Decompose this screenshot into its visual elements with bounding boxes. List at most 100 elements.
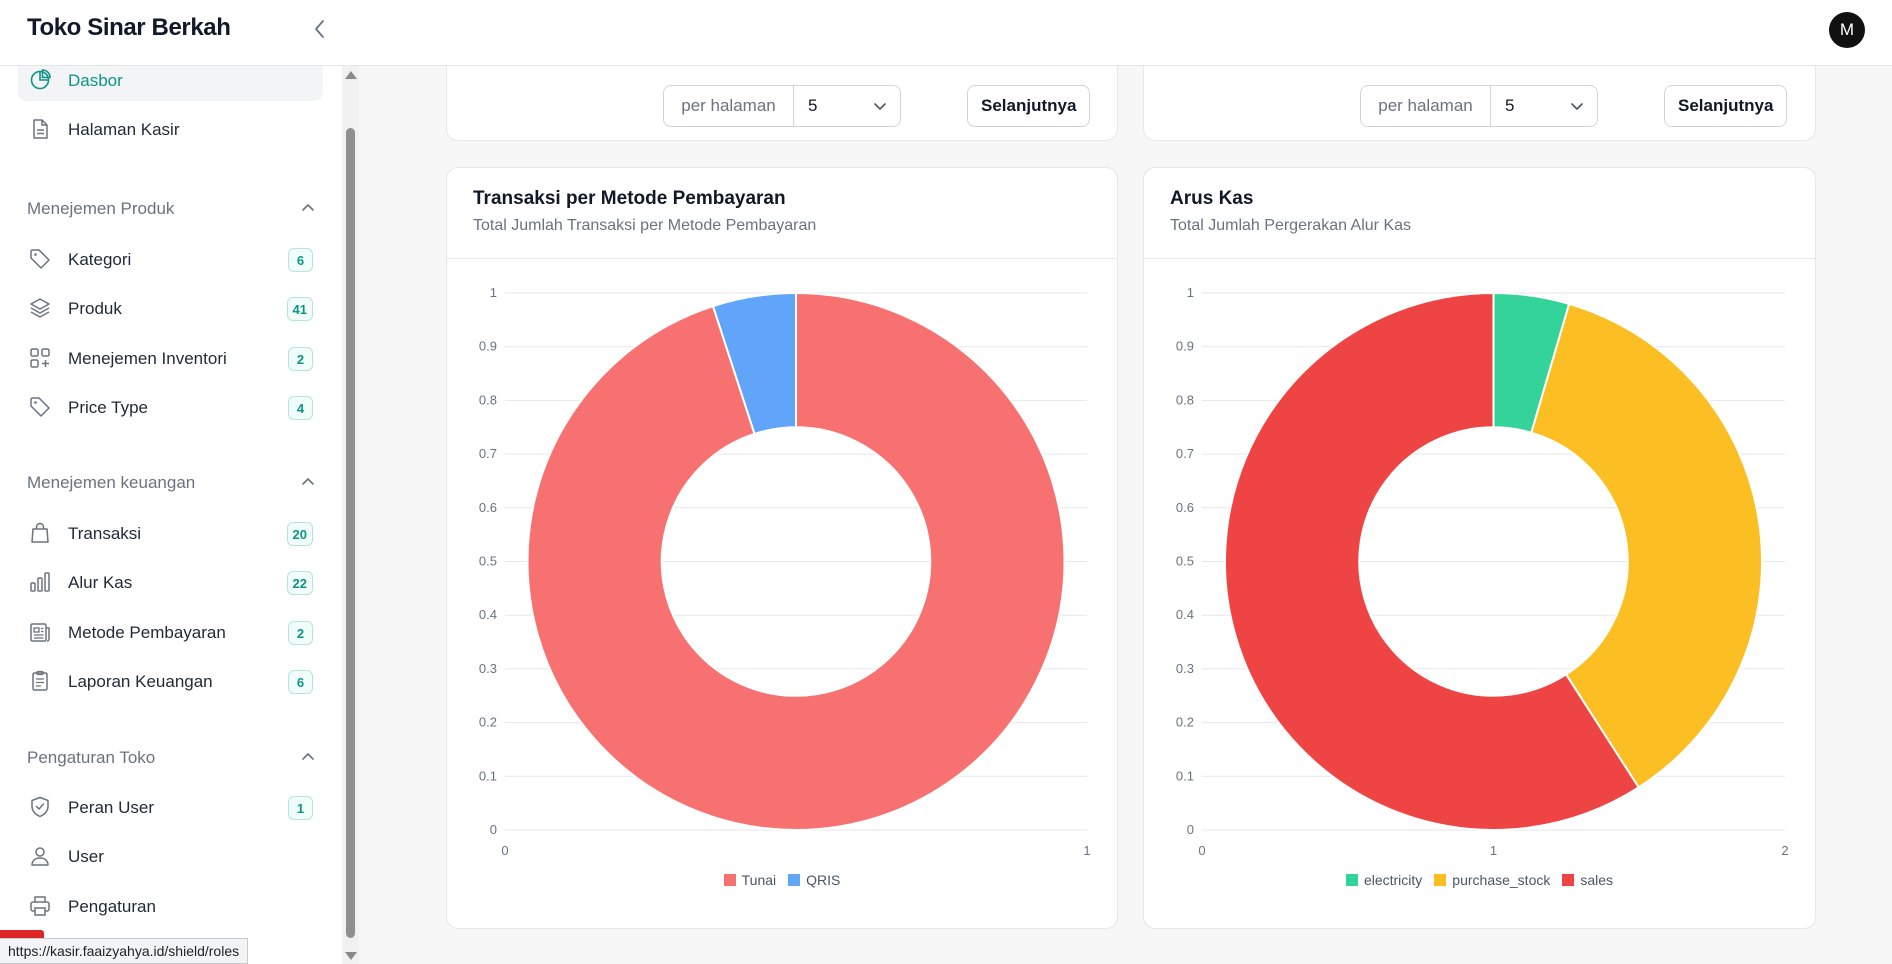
y-tick-label: 0 <box>1187 822 1194 837</box>
sidebar-item-label: Laporan Keuangan <box>68 672 213 691</box>
y-tick-label: 0.3 <box>479 661 497 676</box>
y-tick-label: 0.2 <box>1176 715 1194 730</box>
sidebar-group-header[interactable]: Pengaturan Toko <box>27 746 317 770</box>
chevron-down-icon <box>1571 103 1583 110</box>
layers-icon <box>28 296 52 320</box>
user-icon <box>28 844 52 868</box>
per-page-select[interactable]: 5 <box>794 86 900 126</box>
y-tick-label: 0 <box>490 822 497 837</box>
sidebar-group-title: Menejemen Produk <box>27 199 175 218</box>
y-tick-label: 0.6 <box>1176 500 1194 515</box>
sidebar-item-menejemen-inventori[interactable]: Menejemen Inventori 2 <box>18 337 323 379</box>
legend-swatch <box>1434 874 1447 886</box>
slice-purchase-stock[interactable] <box>1530 302 1763 789</box>
sidebar-item-transaksi[interactable]: Transaksi 20 <box>18 512 323 554</box>
sidebar-group-title: Pengaturan Toko <box>27 748 156 767</box>
sidebar-item-pengaturan[interactable]: Pengaturan <box>18 885 323 927</box>
y-tick-label: 0.3 <box>1176 661 1194 676</box>
chevron-down-icon <box>874 103 886 110</box>
newspaper-icon <box>28 620 52 644</box>
legend-label: purchase_stock <box>1452 872 1551 888</box>
user-avatar[interactable]: M <box>1829 12 1865 48</box>
y-tick-label: 1 <box>490 285 497 300</box>
collapse-sidebar-button[interactable] <box>308 17 332 41</box>
sidebar-item-halaman-kasir[interactable]: Halaman Kasir <box>18 108 323 150</box>
scroll-thumb[interactable] <box>346 128 355 938</box>
cash-flow-chart-card: Arus Kas Total Jumlah Pergerakan Alur Ka… <box>1143 167 1816 929</box>
per-page-value: 5 <box>1505 96 1515 115</box>
chevron-up-icon <box>302 204 314 211</box>
y-tick-label: 1 <box>1187 285 1194 300</box>
y-tick-label: 0.1 <box>479 768 497 783</box>
sidebar-item-alur-kas[interactable]: Alur Kas 22 <box>18 561 323 603</box>
sidebar-item-kategori[interactable]: Kategori 6 <box>18 238 323 280</box>
payment-method-doughnut-chart: 0 0.1 0.2 0.3 0.4 0.5 0.6 0.7 0.8 0.9 1 0 1 <box>479 285 1091 858</box>
chart-legend: electricity purchase_stock sales <box>1144 872 1815 888</box>
legend-item[interactable]: sales <box>1562 872 1613 888</box>
y-tick-label: 0.7 <box>1176 446 1194 461</box>
sidebar-item-produk[interactable]: Produk 41 <box>18 287 323 329</box>
sidebar-item-user[interactable]: User <box>18 835 323 877</box>
count-badge: 4 <box>288 396 313 420</box>
y-tick-label: 0.5 <box>479 554 497 569</box>
notification-strip <box>0 930 44 938</box>
document-icon <box>28 117 52 141</box>
sidebar-group-header[interactable]: Menejemen Produk <box>27 197 317 221</box>
count-badge: 20 <box>286 522 313 546</box>
chevron-left-icon <box>315 20 324 38</box>
sidebar-item-dasbor[interactable]: Dasbor <box>18 66 323 101</box>
per-page-control: per halaman 5 <box>663 85 901 127</box>
tag-icon <box>28 395 52 419</box>
legend-item[interactable]: QRIS <box>788 872 840 888</box>
legend-swatch <box>1345 874 1358 886</box>
chart-subtitle: Total Jumlah Pergerakan Alur Kas <box>1170 217 1412 234</box>
next-page-button[interactable]: Selanjutnya <box>967 85 1091 127</box>
slice-sales[interactable] <box>1224 291 1641 831</box>
count-badge: 22 <box>286 571 313 595</box>
legend-item[interactable]: electricity <box>1345 872 1422 888</box>
chart-header: Arus Kas Total Jumlah Pergerakan Alur Ka… <box>1144 168 1815 259</box>
count-badge: 6 <box>288 248 313 272</box>
legend-label: sales <box>1580 872 1614 888</box>
y-tick-label: 0.8 <box>479 392 497 407</box>
slice-QRIS[interactable] <box>711 291 797 436</box>
chevron-up-icon <box>302 753 314 760</box>
sidebar-item-label: Price Type <box>68 398 149 417</box>
x-tick-label: 0 <box>1198 843 1205 858</box>
next-page-button[interactable]: Selanjutnya <box>1664 85 1788 127</box>
shield-check-icon <box>28 795 52 819</box>
clipboard-icon <box>28 669 52 693</box>
app-title[interactable]: Toko Sinar Berkah <box>27 14 231 41</box>
x-tick-label: 1 <box>1083 843 1090 858</box>
sidebar-group-title: Menejemen keuangan <box>27 473 196 492</box>
sidebar-item-label: Kategori <box>68 250 132 269</box>
x-tick-label: 2 <box>1781 843 1788 858</box>
y-tick-label: 0.7 <box>479 446 497 461</box>
legend-item[interactable]: Tunai <box>723 872 776 888</box>
shopping-bag-icon <box>28 521 52 545</box>
chart-header: Transaksi per Metode Pembayaran Total Ju… <box>447 168 1117 259</box>
sidebar-item-label: Menejemen Inventori <box>68 349 227 368</box>
y-tick-label: 0.1 <box>1176 768 1194 783</box>
scroll-down-arrow[interactable] <box>345 952 357 960</box>
chart-legend: Tunai QRIS <box>447 872 1117 888</box>
x-tick-label: 0 <box>501 843 508 858</box>
legend-swatch <box>1562 874 1575 886</box>
sidebar-item-laporan-keuangan[interactable]: Laporan Keuangan 6 <box>18 660 323 702</box>
per-page-select[interactable]: 5 <box>1491 86 1597 126</box>
sidebar-item-metode-pembayaran[interactable]: Metode Pembayaran 2 <box>18 611 323 653</box>
sidebar-item-label: Transaksi <box>68 524 142 543</box>
scroll-up-arrow[interactable] <box>345 71 357 79</box>
top-bar: Toko Sinar Berkah M <box>0 0 1892 66</box>
legend-item[interactable]: purchase_stock <box>1434 872 1550 888</box>
slice-Tunai[interactable] <box>526 291 1066 831</box>
per-page-label: per halaman <box>664 86 794 126</box>
bar-chart-icon <box>28 570 52 594</box>
x-tick-label: 1 <box>1490 843 1497 858</box>
sidebar-item-peran-user[interactable]: Peran User 1 <box>18 786 323 828</box>
sidebar-scrollbar[interactable] <box>342 66 359 964</box>
chevron-up-icon <box>302 478 314 485</box>
legend-swatch <box>723 874 736 886</box>
sidebar-group-header[interactable]: Menejemen keuangan <box>27 471 317 495</box>
sidebar-item-price-type[interactable]: Price Type 4 <box>18 386 323 428</box>
